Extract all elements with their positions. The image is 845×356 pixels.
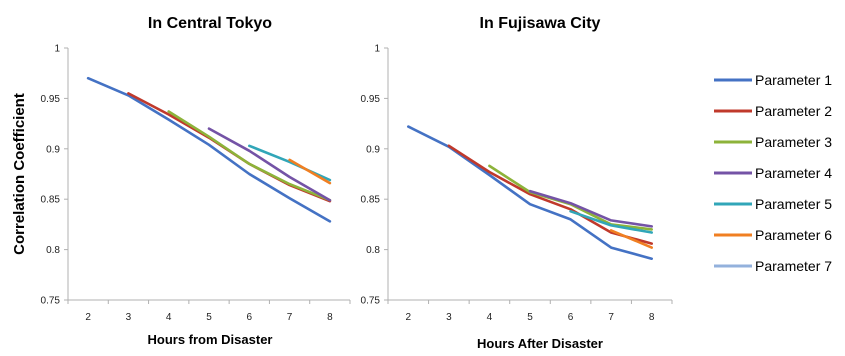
legend-item: Parameter 1 [714,72,832,88]
x-tick-label: 6 [568,312,574,323]
x-axis-label: Hours After Disaster [477,336,603,351]
legend-item: Parameter 4 [714,165,832,181]
legend-item: Parameter 6 [714,227,832,243]
y-tick-label: 0.85 [41,195,61,206]
y-tick-label: 0.95 [361,94,381,105]
y-tick-label: 0.9 [46,144,60,155]
legend-item: Parameter 7 [714,258,832,274]
x-tick-label: 6 [247,312,253,323]
y-tick-label: 1 [54,44,60,55]
x-tick-label: 4 [487,312,493,323]
x-tick-label: 8 [649,312,655,323]
series-line-parameter-4 [528,189,654,228]
x-tick-label: 5 [527,312,533,323]
y-tick-label: 0.75 [361,296,381,307]
x-tick-label: 5 [206,312,212,323]
legend-label: Parameter 5 [755,196,832,212]
series-line-parameter-2 [447,144,654,245]
x-tick-label: 2 [85,312,91,323]
chart-title: In Central Tokyo [148,15,272,32]
legend-label: Parameter 1 [755,72,832,88]
y-tick-label: 0.75 [41,296,61,307]
y-tick-label: 1 [374,44,380,55]
x-tick-label: 7 [608,312,614,323]
series-line-parameter-6 [609,229,654,249]
x-tick-label: 3 [126,312,132,323]
x-tick-label: 2 [406,312,412,323]
y-tick-label: 0.9 [366,144,380,155]
y-tick-label: 0.8 [366,245,380,256]
legend-label: Parameter 7 [755,258,832,274]
chart-panel-central-tokyo: In Central Tokyo Hours from Disaster 0.7… [41,15,351,347]
y-tick-label: 0.8 [46,245,60,256]
x-tick-label: 3 [446,312,452,323]
legend-label: Parameter 2 [755,103,832,119]
x-axis-label: Hours from Disaster [148,332,273,347]
x-tick-label: 4 [166,312,172,323]
y-axis-label: Correlation Coefficient [11,93,28,255]
series-line-parameter-4 [207,127,332,202]
legend-item: Parameter 2 [714,103,832,119]
series-line-parameter-6 [288,158,332,185]
chart-panel-fujisawa-city: In Fujisawa City Hours After Disaster 0.… [361,15,673,351]
y-tick-label: 0.85 [361,195,381,206]
x-tick-label: 8 [327,312,333,323]
x-tick-label: 7 [287,312,293,323]
y-tick-label: 0.95 [41,94,61,105]
legend-label: Parameter 3 [755,134,832,150]
series-line-parameter-1 [86,76,332,223]
legend-label: Parameter 4 [755,165,832,181]
series-line-parameter-2 [127,92,332,203]
series-line-parameter-5 [569,210,654,234]
chart-legend: Parameter 1 Parameter 2 Parameter 3 Paramet… [714,72,832,274]
legend-item: Parameter 3 [714,134,832,150]
legend-item: Parameter 5 [714,196,832,212]
chart-title: In Fujisawa City [480,15,601,32]
legend-label: Parameter 6 [755,227,832,243]
series-line-parameter-3 [167,110,332,202]
